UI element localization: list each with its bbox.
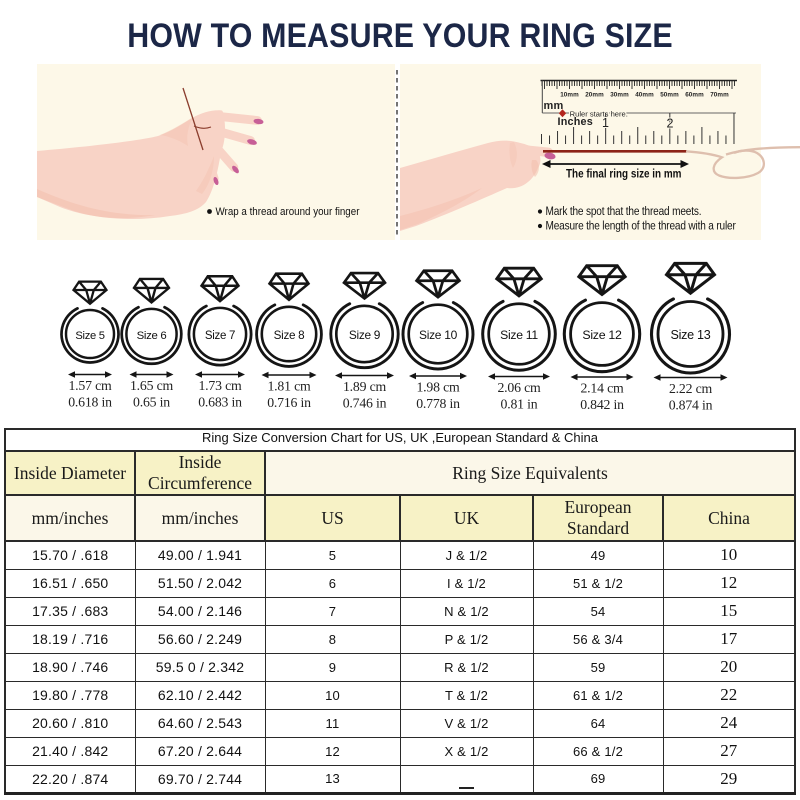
svg-text:Ruler starts here.: Ruler starts here. bbox=[569, 109, 629, 118]
svg-text:2.22 cm: 2.22 cm bbox=[669, 381, 713, 396]
svg-text:Size 13: Size 13 bbox=[671, 328, 711, 342]
svg-text:0.778 in: 0.778 in bbox=[416, 396, 460, 411]
svg-text:1.57 cm: 1.57 cm bbox=[68, 378, 112, 393]
svg-text:0.683 in: 0.683 in bbox=[198, 395, 242, 410]
svg-text:Size 5: Size 5 bbox=[75, 330, 104, 342]
svg-text:2.06 cm: 2.06 cm bbox=[497, 380, 541, 395]
svg-text:0.81 in: 0.81 in bbox=[501, 397, 538, 412]
svg-text:Size 12: Size 12 bbox=[582, 328, 622, 342]
svg-text:0.874 in: 0.874 in bbox=[669, 398, 713, 413]
svg-text:0.716 in: 0.716 in bbox=[267, 395, 311, 410]
svg-text:Size 8: Size 8 bbox=[274, 329, 305, 342]
svg-text:Size 10: Size 10 bbox=[419, 328, 458, 342]
svg-text:60mm: 60mm bbox=[685, 92, 704, 99]
svg-text:Size 11: Size 11 bbox=[500, 328, 538, 342]
svg-text:30mm: 30mm bbox=[610, 92, 629, 99]
svg-text:2.14 cm: 2.14 cm bbox=[580, 381, 624, 396]
svg-text:Wrap a thread around your fing: Wrap a thread around your finger bbox=[216, 207, 360, 219]
svg-text:0.842 in: 0.842 in bbox=[580, 397, 624, 412]
svg-text:2: 2 bbox=[667, 117, 674, 131]
svg-text:0.746 in: 0.746 in bbox=[343, 396, 387, 411]
svg-text:Inches: Inches bbox=[558, 116, 593, 128]
svg-text:mm: mm bbox=[544, 100, 564, 112]
svg-text:0.65 in: 0.65 in bbox=[133, 395, 170, 410]
svg-text:1.65 cm: 1.65 cm bbox=[130, 378, 174, 393]
svg-text:The final ring size in mm: The final ring size in mm bbox=[566, 168, 681, 181]
svg-text:10mm: 10mm bbox=[560, 92, 579, 99]
svg-text:1.81 cm: 1.81 cm bbox=[267, 379, 311, 394]
svg-text:1: 1 bbox=[602, 116, 609, 130]
svg-text:50mm: 50mm bbox=[660, 92, 679, 99]
svg-text:70mm: 70mm bbox=[710, 92, 729, 99]
svg-text:0.618 in: 0.618 in bbox=[68, 395, 112, 410]
svg-text:Mark the spot that the thread: Mark the spot that the thread meets. bbox=[546, 205, 702, 218]
svg-text:1.89 cm: 1.89 cm bbox=[343, 379, 387, 394]
svg-text:20mm: 20mm bbox=[585, 92, 604, 99]
svg-text:1.73 cm: 1.73 cm bbox=[198, 378, 242, 393]
svg-text:Size 7: Size 7 bbox=[205, 330, 235, 342]
svg-text:Size 6: Size 6 bbox=[137, 330, 167, 342]
svg-text:40mm: 40mm bbox=[635, 92, 654, 99]
svg-text:Measure the length of the thre: Measure the length of the thread with a … bbox=[546, 220, 737, 233]
svg-text:Size 9: Size 9 bbox=[349, 328, 381, 342]
svg-text:1.98 cm: 1.98 cm bbox=[416, 380, 460, 395]
